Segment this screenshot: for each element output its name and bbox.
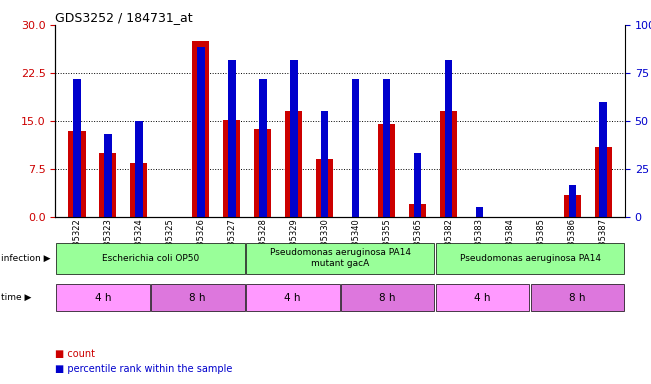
Text: time ▶: time ▶: [1, 293, 31, 302]
Bar: [436, 284, 529, 311]
Bar: [151, 284, 245, 311]
Bar: [476, 207, 483, 217]
Bar: [383, 79, 391, 217]
Text: Pseudomonas aeruginosa PA14: Pseudomonas aeruginosa PA14: [460, 254, 600, 263]
Bar: [290, 60, 298, 217]
Bar: [228, 60, 236, 217]
Bar: [73, 79, 81, 217]
Bar: [223, 120, 240, 217]
Bar: [352, 79, 359, 217]
Bar: [68, 131, 85, 217]
Bar: [316, 159, 333, 217]
Bar: [192, 41, 210, 217]
Bar: [246, 284, 340, 311]
Text: 8 h: 8 h: [380, 293, 396, 303]
Text: 4 h: 4 h: [284, 293, 301, 303]
Bar: [255, 129, 271, 217]
Text: GDS3252 / 184731_at: GDS3252 / 184731_at: [55, 12, 193, 25]
Text: 4 h: 4 h: [475, 293, 491, 303]
Bar: [100, 153, 117, 217]
Bar: [285, 111, 302, 217]
Bar: [197, 47, 204, 217]
Bar: [409, 204, 426, 217]
Bar: [440, 111, 457, 217]
Bar: [531, 284, 624, 311]
Bar: [56, 284, 150, 311]
Text: Escherichia coli OP50: Escherichia coli OP50: [102, 254, 199, 263]
Text: 4 h: 4 h: [94, 293, 111, 303]
Text: 8 h: 8 h: [189, 293, 206, 303]
Text: infection ▶: infection ▶: [1, 254, 50, 263]
Bar: [564, 195, 581, 217]
Bar: [56, 243, 245, 273]
Bar: [378, 124, 395, 217]
Bar: [414, 153, 421, 217]
Text: 8 h: 8 h: [569, 293, 586, 303]
Bar: [321, 111, 329, 217]
Bar: [436, 243, 624, 273]
Bar: [568, 185, 576, 217]
Bar: [340, 284, 434, 311]
Bar: [445, 60, 452, 217]
Bar: [130, 162, 147, 217]
Bar: [600, 102, 607, 217]
Text: ■ percentile rank within the sample: ■ percentile rank within the sample: [55, 364, 232, 374]
Bar: [259, 79, 266, 217]
Text: Pseudomonas aeruginosa PA14
mutant gacA: Pseudomonas aeruginosa PA14 mutant gacA: [270, 248, 411, 268]
Bar: [135, 121, 143, 217]
Bar: [246, 243, 434, 273]
Bar: [104, 134, 112, 217]
Bar: [595, 147, 612, 217]
Text: ■ count: ■ count: [55, 349, 95, 359]
